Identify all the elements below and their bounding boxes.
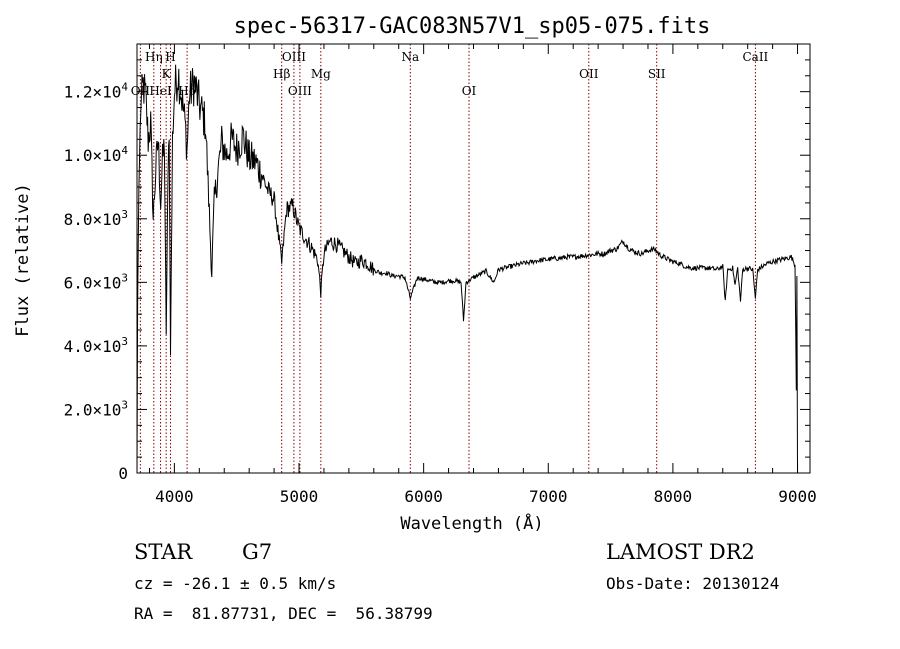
x-tick-label: 4000	[155, 487, 194, 506]
y-tick-exponent: 3	[121, 271, 128, 284]
x-tick-label: 9000	[778, 487, 817, 506]
spectral-line-label: OIII	[288, 84, 312, 98]
y-tick-exponent: 3	[121, 398, 128, 411]
y-tick-label: 0	[118, 464, 128, 483]
plot-area	[136, 64, 798, 474]
y-tick-exponent: 4	[121, 144, 128, 157]
spectral-line-label: SII	[648, 67, 666, 81]
spectral-line-label: OI	[462, 84, 477, 98]
y-axis-label: Flux (relative)	[13, 183, 33, 337]
spectrum-line	[136, 64, 798, 474]
y-tick-label: 1.0×104	[64, 144, 129, 165]
y-tick-label: 1.2×104	[64, 81, 129, 102]
y-tick-mantissa: 0	[118, 464, 128, 483]
chart-title: spec-56317-GAC083N57V1_sp05-075.fits	[234, 14, 711, 39]
survey-name: LAMOST DR2	[606, 540, 755, 564]
spectral-line-label: CaII	[742, 50, 768, 64]
object-subclass: G7	[242, 540, 273, 564]
spectral-line-label: K	[162, 67, 172, 81]
spectral-line-label: HeI	[149, 84, 172, 98]
coordinates: RA = 81.87731, DEC = 56.38799	[134, 604, 433, 623]
x-tick-label: 8000	[654, 487, 693, 506]
y-tick-exponent: 3	[121, 335, 128, 348]
x-tick-label: 7000	[529, 487, 568, 506]
object-class: STAR	[134, 540, 193, 564]
redshift-value: cz = -26.1 ± 0.5 km/s	[134, 574, 337, 593]
y-axis-ticks: 02.0×1034.0×1036.0×1038.0×1031.0×1041.2×…	[64, 59, 810, 483]
y-tick-mantissa: 1.2×10	[64, 83, 122, 102]
x-axis-ticks: 4000 5000 6000 7000 8000 9000	[148, 44, 817, 506]
y-tick-label: 2.0×103	[64, 398, 128, 419]
spectral-line-label: OII	[131, 84, 151, 98]
x-tick-label: 5000	[280, 487, 319, 506]
y-tick-mantissa: 6.0×10	[64, 273, 122, 292]
spectral-line-label: Hη	[145, 50, 163, 64]
spectral-line-label: H	[165, 50, 175, 64]
x-tick-label: 6000	[404, 487, 443, 506]
y-tick-mantissa: 4.0×10	[64, 337, 122, 356]
y-tick-label: 4.0×103	[64, 335, 128, 356]
y-tick-mantissa: 1.0×10	[64, 146, 122, 165]
spectral-line-label: Mg	[311, 67, 331, 81]
y-tick-mantissa: 8.0×10	[64, 210, 122, 229]
x-axis-label: Wavelength (Å)	[400, 512, 543, 534]
spectral-line-label: Hβ	[273, 67, 290, 81]
y-tick-mantissa: 2.0×10	[64, 400, 122, 419]
spectral-line-label: OII	[579, 67, 599, 81]
y-tick-label: 8.0×103	[64, 208, 128, 229]
y-tick-exponent: 4	[121, 81, 128, 94]
y-tick-exponent: 3	[121, 208, 128, 221]
y-tick-label: 6.0×103	[64, 271, 128, 292]
spectral-line-label: Na	[401, 50, 419, 64]
spectral-line-label: OIII	[282, 50, 306, 64]
observation-date: Obs-Date: 20130124	[606, 574, 780, 593]
plot-frame	[136, 43, 811, 474]
